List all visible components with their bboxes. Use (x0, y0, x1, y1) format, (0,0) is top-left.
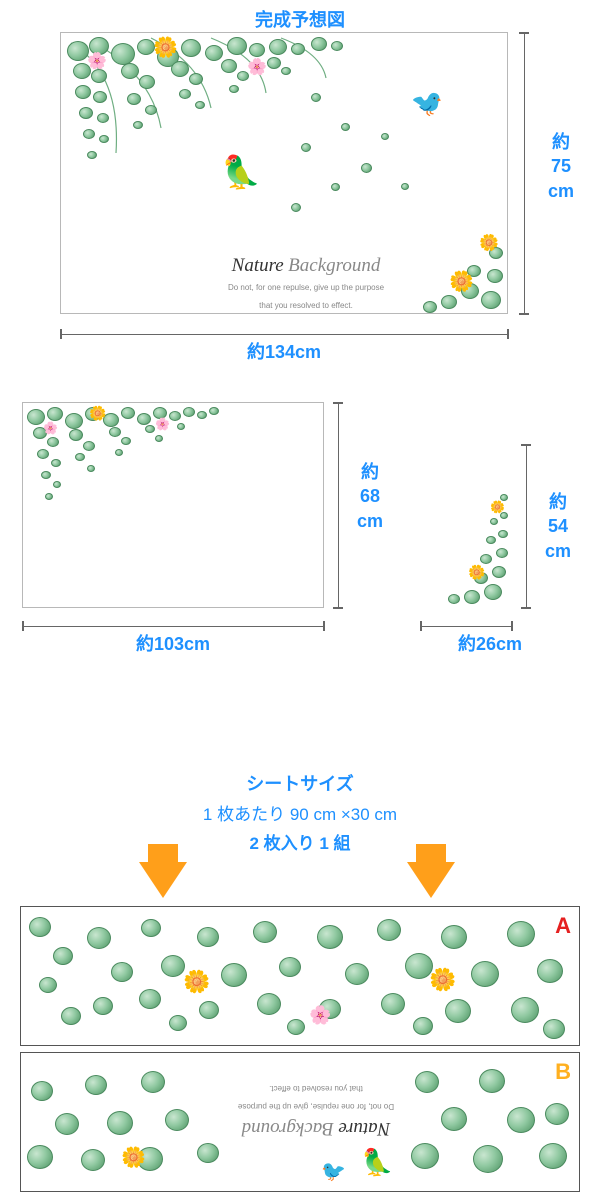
flower-icon: 🌼 (429, 967, 456, 993)
caption-word2: Background (288, 255, 380, 276)
flower-icon: 🌸 (247, 57, 267, 77)
artwork-caption: Nature Background Do not, for one repuls… (221, 255, 391, 313)
flower-icon: 🌸 (155, 417, 170, 431)
caption-sub1: Do not, for one repulse, give up the pur… (228, 283, 384, 292)
panel3-height-label: 約 54 cm (538, 490, 578, 563)
bird-hummingbird: 🐦 (321, 1159, 346, 1184)
flower-icon: 🌼 (479, 233, 499, 253)
sheet-a: 🌼 🌸 🌼 A (20, 906, 580, 1046)
arrow-down-icon (416, 844, 446, 862)
sheet-title-block: シートサイズ 1 枚あたり 90 cm ×30 cm 2 枚入り 1 組 (0, 770, 600, 854)
sheet-b: Nature Background Do not, for one repuls… (20, 1052, 580, 1192)
arrow-down-icon (407, 862, 455, 898)
panel-3: 🌼 🌼 (420, 444, 512, 608)
panel-1: 🌼 🌸 🌸 🌼 🌼 🦜 🐦 Nature Background Do not, … (60, 32, 508, 314)
arrow-down-icon (139, 862, 187, 898)
sheet-line3: 2 枚入り 1 組 (0, 829, 600, 854)
sheet-line1: シートサイズ (0, 770, 600, 796)
flower-icon: 🌼 (449, 269, 474, 294)
bird-parrot: 🦜 (221, 153, 261, 191)
panel3-width-label: 約26cm (420, 632, 560, 656)
flower-icon: 🌼 (121, 1145, 146, 1170)
flower-icon: 🌼 (468, 564, 485, 581)
title-main: 完成予想図 (0, 6, 600, 32)
sheet-line2: 1 枚あたり 90 cm ×30 cm (0, 800, 600, 825)
panel1-height-label: 約 75 cm (536, 130, 586, 203)
flower-icon: 🌼 (89, 405, 106, 422)
artwork-caption-inverted: Nature Background Do not, for one repuls… (226, 1081, 406, 1139)
flower-icon: 🌼 (153, 35, 178, 60)
sheet-a-label: A (555, 913, 571, 939)
panel2-width-label: 約103cm (22, 632, 324, 656)
flower-icon: 🌼 (183, 969, 210, 995)
flower-icon: 🌼 (490, 500, 505, 514)
panel1-width-label: 約134cm (60, 340, 508, 364)
caption-word1: Nature (232, 255, 284, 276)
flower-icon: 🌸 (43, 421, 58, 435)
bird-hummingbird: 🐦 (411, 88, 443, 119)
flower-icon: 🌸 (87, 51, 107, 71)
caption-sub2: that you resolved to effect. (259, 301, 353, 310)
bird-parrot: 🦜 (361, 1147, 393, 1178)
panel-2: 🌼 🌸 🌸 (22, 402, 324, 608)
sheet-b-label: B (555, 1059, 571, 1085)
flower-icon: 🌸 (309, 1005, 331, 1026)
panel2-height-label: 約 68 cm (350, 460, 390, 533)
arrow-down-icon (148, 844, 178, 862)
